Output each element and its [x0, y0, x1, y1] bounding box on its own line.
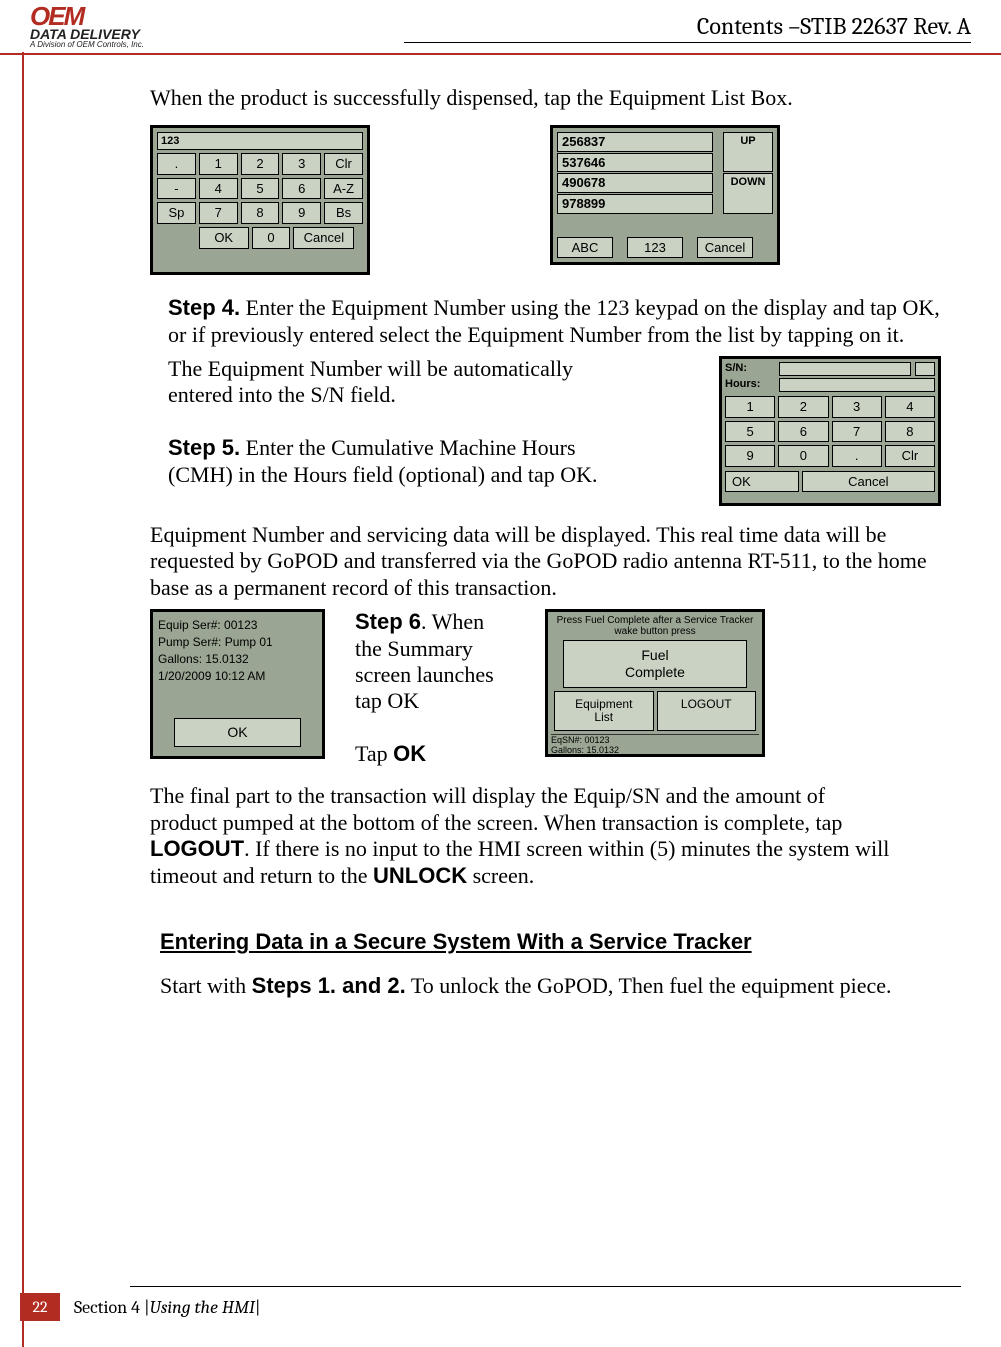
key-9[interactable]: 9 — [725, 445, 775, 467]
page: OEM DATA DELIVERY A Division of OEM Cont… — [0, 0, 1001, 1347]
sn-label: S/N: — [725, 362, 775, 375]
down-button[interactable]: DOWN — [723, 173, 773, 213]
key-4[interactable]: 4 — [199, 178, 238, 200]
summary-screen: Equip Ser#: 00123 Pump Ser#: Pump 01 Gal… — [150, 609, 325, 759]
key-0[interactable]: 0 — [778, 445, 828, 467]
final-paragraph: The final part to the transaction will d… — [150, 783, 890, 889]
content: When the product is successfully dispens… — [0, 55, 1001, 1010]
fuel-instruction: Press Fuel Complete after a Service Trac… — [551, 615, 759, 637]
footer: 22 Section 4 |Using the HMI| — [130, 1286, 961, 1321]
key-dot[interactable]: . — [157, 153, 196, 175]
step4-label: Step 4. — [168, 295, 240, 320]
summary-line: Gallons: 15.0132 — [158, 651, 317, 668]
equipment-list-button[interactable]: Equipment List — [554, 691, 654, 731]
key-2[interactable]: 2 — [778, 396, 828, 418]
summary-line: Equip Ser#: 00123 — [158, 617, 317, 634]
summary-ok-button[interactable]: OK — [174, 718, 301, 748]
header-title: Contents –STIB 22637 Rev. A — [404, 12, 971, 43]
logo-line3: A Division of OEM Controls, Inc. — [30, 41, 144, 49]
vertical-rule — [22, 52, 24, 1347]
step-5: Step 5. Enter the Cumulative Machine Hou… — [168, 435, 618, 488]
step6-tap: Tap — [355, 741, 393, 766]
sn-hours-screen: S/N: Hours: 1 2 3 4 5 6 7 8 9 0 . Clr — [719, 356, 941, 506]
key-ok[interactable]: OK — [199, 227, 249, 249]
key-bs[interactable]: Bs — [324, 202, 363, 224]
key-2[interactable]: 2 — [241, 153, 280, 175]
list-item[interactable]: 978899 — [557, 194, 713, 214]
header: OEM DATA DELIVERY A Division of OEM Cont… — [0, 0, 1001, 55]
step6-label: Step 6 — [355, 609, 421, 634]
intro-text: When the product is successfully dispens… — [150, 85, 941, 111]
keypad-display: 123 — [157, 132, 363, 150]
sn-side — [915, 362, 935, 376]
footer-text: Section 4 |Using the HMI| — [74, 1297, 261, 1318]
step-4: Step 4. Enter the Equipment Number using… — [168, 295, 941, 348]
key-4[interactable]: 4 — [885, 396, 935, 418]
key-1[interactable]: 1 — [725, 396, 775, 418]
key-8[interactable]: 8 — [885, 421, 935, 443]
list-item[interactable]: 256837 — [557, 132, 713, 152]
key-3[interactable]: 3 — [282, 153, 321, 175]
key-7[interactable]: 7 — [832, 421, 882, 443]
key-7[interactable]: 7 — [199, 202, 238, 224]
fuel-status: EqSN#: 00123 Gallons: 15.0132 — [551, 734, 759, 756]
ok-button[interactable]: OK — [725, 471, 799, 493]
section-heading: Entering Data in a Secure System With a … — [160, 929, 941, 955]
key-5[interactable]: 5 — [725, 421, 775, 443]
up-button[interactable]: UP — [723, 132, 773, 172]
key-1[interactable]: 1 — [199, 153, 238, 175]
fuel-complete-screen: Press Fuel Complete after a Service Trac… — [545, 609, 765, 757]
key-8[interactable]: 8 — [241, 202, 280, 224]
step4-note: The Equipment Number will be automatical… — [168, 356, 598, 409]
list-item[interactable]: 490678 — [557, 173, 713, 193]
equipment-listbox: 256837 537646 490678 978899 UP DOWN ABC … — [550, 125, 780, 265]
sn-field[interactable] — [779, 362, 911, 376]
logo: OEM DATA DELIVERY A Division of OEM Cont… — [30, 6, 144, 49]
key-3[interactable]: 3 — [832, 396, 882, 418]
key-dot[interactable]: . — [832, 445, 882, 467]
cancel-button[interactable]: Cancel — [802, 471, 935, 493]
hours-label: Hours: — [725, 378, 775, 391]
step-6: Step 6. When the Summary screen launches… — [355, 609, 515, 767]
logout-button[interactable]: LOGOUT — [657, 691, 757, 731]
equip-para: Equipment Number and servicing data will… — [150, 522, 941, 601]
summary-line: 1/20/2009 10:12 AM — [158, 668, 317, 685]
summary-line: Pump Ser#: Pump 01 — [158, 634, 317, 651]
key-6[interactable]: 6 — [778, 421, 828, 443]
key-0[interactable]: 0 — [252, 227, 291, 249]
keypad-screen: 123 . 1 2 3 Clr - 4 5 6 A-Z Sp 7 — [150, 125, 370, 275]
step4-text: Enter the Equipment Number using the 123… — [168, 295, 940, 346]
123-button[interactable]: 123 — [627, 237, 683, 259]
key-9[interactable]: 9 — [282, 202, 321, 224]
screens-row-2: Equip Ser#: 00123 Pump Ser#: Pump 01 Gal… — [150, 609, 941, 767]
step5-label: Step 5. — [168, 435, 240, 460]
key-sp[interactable]: Sp — [157, 202, 196, 224]
screens-row-1: 123 . 1 2 3 Clr - 4 5 6 A-Z Sp 7 — [150, 125, 941, 275]
step6-ok: OK — [393, 741, 426, 766]
start-steps: Start with Steps 1. and 2. To unlock the… — [160, 973, 941, 999]
page-number: 22 — [20, 1293, 60, 1321]
key-cancel[interactable]: Cancel — [293, 227, 354, 249]
key-5[interactable]: 5 — [241, 178, 280, 200]
logo-line1: OEM — [30, 6, 83, 27]
cancel-button[interactable]: Cancel — [697, 237, 753, 259]
key-6[interactable]: 6 — [282, 178, 321, 200]
hours-field[interactable] — [779, 378, 935, 392]
list-item[interactable]: 537646 — [557, 153, 713, 173]
logo-line2: DATA DELIVERY — [30, 27, 140, 41]
key-dash[interactable]: - — [157, 178, 196, 200]
key-clr[interactable]: Clr — [885, 445, 935, 467]
key-az[interactable]: A-Z — [324, 178, 363, 200]
abc-button[interactable]: ABC — [557, 237, 613, 259]
fuel-complete-button[interactable]: Fuel Complete — [563, 640, 747, 688]
key-clr[interactable]: Clr — [324, 153, 363, 175]
